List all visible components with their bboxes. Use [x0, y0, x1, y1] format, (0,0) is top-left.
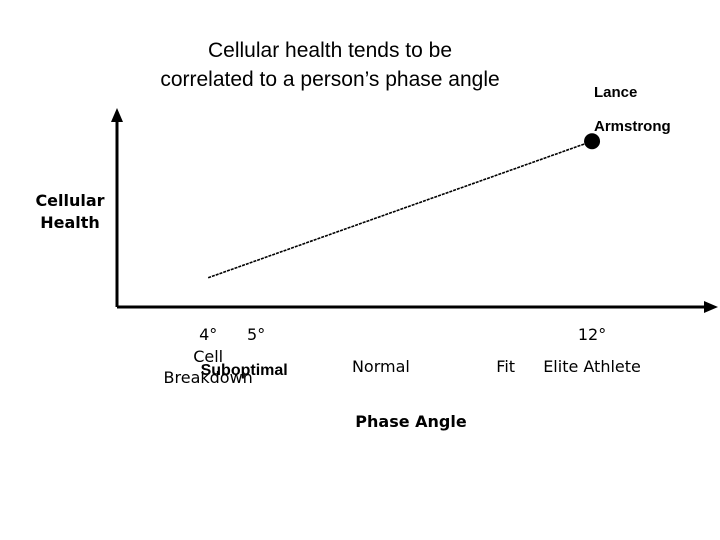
axes [111, 108, 718, 313]
category-label-1-line-1: Cell [193, 347, 223, 366]
trend-line [207, 140, 593, 279]
chart-labels: Cellular Health 4° 5° 12° Cell BreakdownSubopt… [35, 191, 640, 431]
data-point-lance-armstrong [584, 133, 601, 150]
x-tick-label-4: 4° [199, 325, 217, 344]
annotation-line-2: Armstrong [594, 118, 671, 135]
y-axis-arrow [111, 108, 123, 122]
category-label-3-line-1: Normal [352, 357, 410, 376]
x-tick-label-12: 12° [578, 325, 606, 344]
chart-marks [207, 133, 601, 279]
y-axis-label-line-2: Health [40, 213, 100, 232]
category-label-5-line-1: Elite Athlete [543, 357, 641, 376]
chart-title: Cellular health tends to be correlated t… [100, 36, 560, 94]
chart-title-line-1: Cellular health tends to be [208, 39, 452, 62]
chart-title-line-2: correlated to a person’s phase angle [160, 68, 500, 91]
category-label-2: Suboptimal [201, 362, 288, 379]
x-tick-label-5: 5° [247, 325, 265, 344]
x-axis-arrow [704, 301, 718, 313]
category-label-4-line-1: Fit [496, 357, 515, 376]
annotation-line-1: Lance [594, 84, 638, 101]
y-axis-label-line-1: Cellular [35, 191, 104, 210]
x-axis-label: Phase Angle [355, 412, 467, 431]
category-label-1-line-2: Breakdown [164, 368, 253, 387]
